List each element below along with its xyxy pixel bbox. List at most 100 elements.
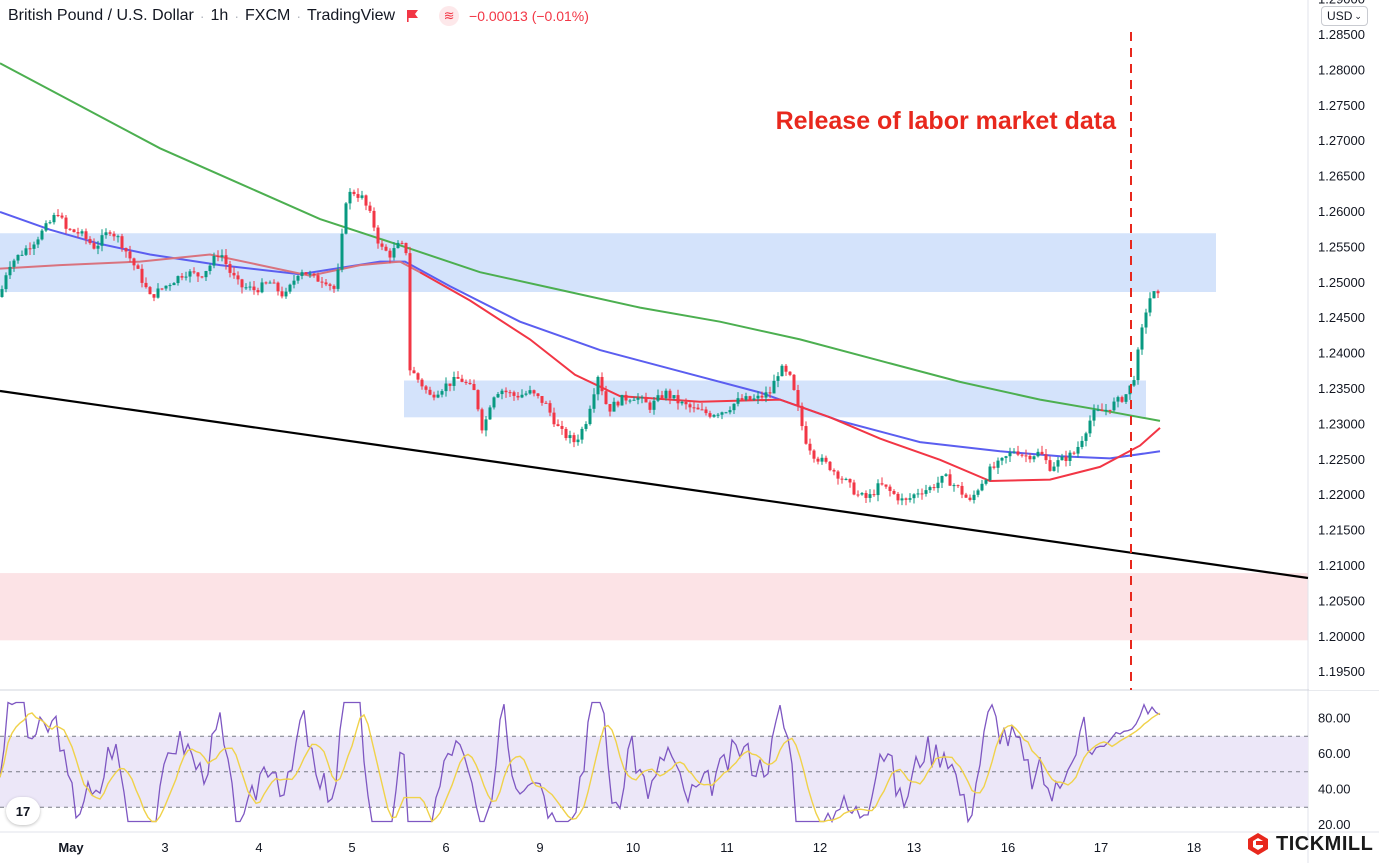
candle [1060, 453, 1064, 461]
candle [660, 390, 664, 401]
time-tick-label: 16 [1001, 840, 1015, 855]
time-tick-label: 3 [161, 840, 168, 855]
time-tick-label: 10 [626, 840, 640, 855]
candle [276, 281, 280, 296]
candle [728, 406, 732, 415]
candle [504, 387, 508, 398]
candle [288, 283, 292, 294]
candle [224, 249, 228, 270]
candle [412, 366, 416, 374]
candle [1080, 436, 1084, 450]
chevron-down-icon: ⌄ [1354, 10, 1362, 21]
candle [1076, 441, 1080, 458]
time-tick-label: 18 [1187, 840, 1201, 855]
candle [668, 388, 672, 405]
candle [1040, 445, 1044, 455]
price-tick-label: 1.21500 [1318, 523, 1365, 538]
price-axis[interactable]: 1.29000 1.28500 1.28000 1.27500 1.27000 1.265… [1309, 0, 1379, 690]
candle [112, 231, 116, 241]
candle [40, 228, 44, 241]
candle [1100, 403, 1104, 412]
candle [332, 284, 336, 293]
candle [476, 389, 480, 412]
candle [588, 405, 592, 426]
candle [1056, 457, 1060, 473]
candle [72, 228, 76, 233]
candle [984, 478, 988, 486]
tickmill-logo: TICKMILL [1246, 832, 1373, 856]
candle [540, 396, 544, 406]
time-tick-label: 11 [720, 840, 734, 855]
tradingview-logo[interactable]: 17 [6, 797, 40, 825]
candle [836, 470, 840, 485]
candle [1092, 404, 1096, 427]
interval-label[interactable]: 1h [210, 7, 229, 24]
candle [1028, 453, 1032, 463]
candle [256, 287, 260, 296]
moving-averages [0, 62, 1161, 483]
candle [192, 267, 196, 275]
candle [744, 392, 748, 402]
candle [832, 468, 836, 476]
candle [488, 405, 492, 420]
candle [252, 280, 256, 295]
candle [980, 479, 984, 492]
tickmill-mark-icon [1248, 833, 1268, 855]
candle [1016, 445, 1020, 457]
symbol-name[interactable]: British Pound / U.S. Dollar [8, 7, 194, 24]
candle [736, 392, 740, 407]
candle [820, 454, 824, 465]
candle [464, 379, 468, 385]
candle [1052, 462, 1056, 472]
candle [616, 400, 620, 408]
currency-selector[interactable]: USD ⌄ [1321, 6, 1368, 26]
candle [1032, 455, 1036, 463]
candle [872, 489, 876, 497]
candle [776, 372, 780, 388]
candle [1000, 457, 1004, 466]
candle [1132, 375, 1136, 387]
candle [136, 263, 140, 269]
candle [92, 238, 96, 250]
candle [1096, 404, 1100, 412]
time-tick-label: 9 [536, 840, 543, 855]
candle [320, 276, 324, 288]
ma-100 [0, 211, 1161, 460]
candle [684, 398, 688, 410]
candle [268, 280, 272, 284]
candle [964, 492, 968, 498]
rsi-tick-label: 80.00 [1318, 711, 1351, 726]
candle [1024, 449, 1028, 463]
rsi-ma-line [0, 712, 1161, 823]
candle [304, 271, 308, 275]
candle [248, 281, 252, 291]
candle [760, 391, 764, 402]
wave-icon[interactable]: ≋ [439, 6, 460, 26]
price-tick-label: 1.26000 [1318, 204, 1365, 219]
candle [392, 242, 396, 261]
candle [472, 379, 476, 391]
candle [236, 271, 240, 285]
candle [352, 189, 356, 197]
zone-0 [0, 233, 1216, 293]
flag-icon [407, 10, 419, 22]
candle [76, 227, 80, 238]
candle [680, 400, 684, 406]
candle [876, 479, 880, 502]
candle [64, 215, 68, 234]
rsi-tick-label: 40.00 [1318, 782, 1351, 797]
candle [496, 391, 500, 398]
candle [972, 490, 976, 504]
candle [916, 488, 920, 498]
candle [388, 248, 392, 264]
candle [672, 395, 676, 401]
candle [564, 427, 568, 441]
candle [484, 416, 488, 437]
candle [740, 394, 744, 401]
candle [1112, 397, 1116, 412]
time-axis[interactable]: May 3 4 5 6 9 10 11 12 13 16 17 18 [58, 840, 1201, 855]
candle [116, 234, 120, 243]
candle [100, 229, 104, 252]
time-tick-label: 12 [813, 840, 827, 855]
